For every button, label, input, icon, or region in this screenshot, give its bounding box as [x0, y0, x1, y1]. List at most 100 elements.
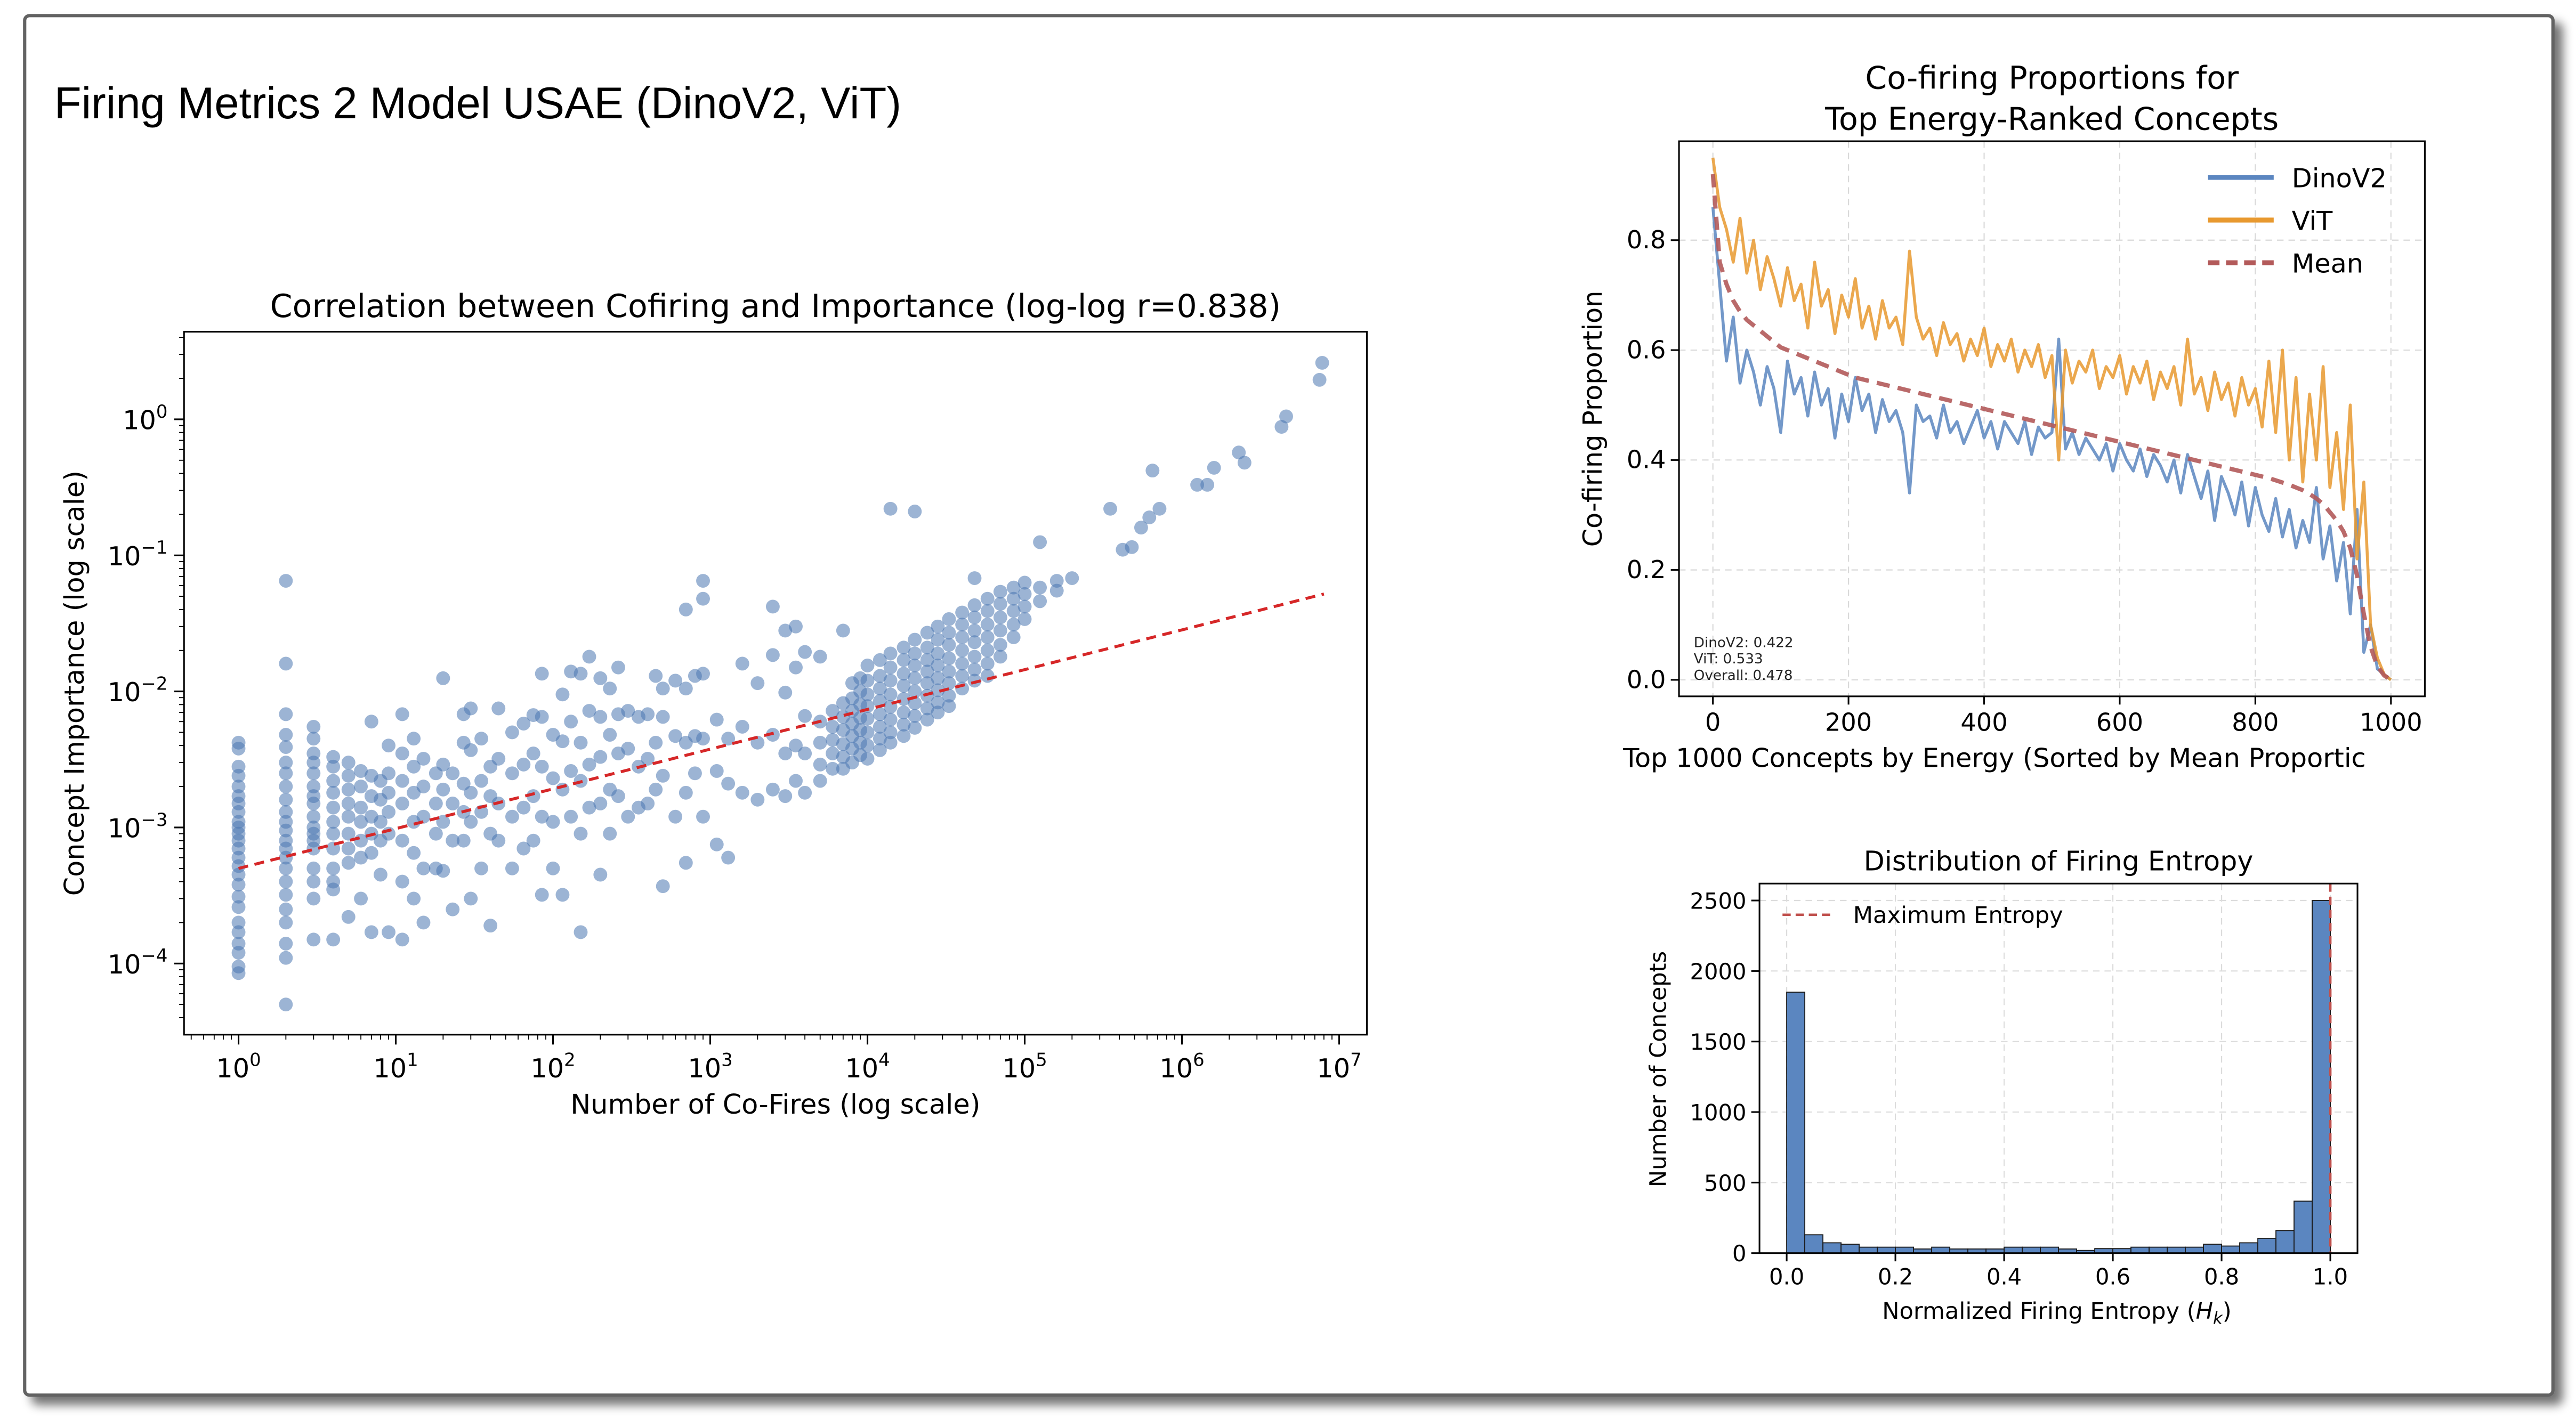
scatter-point — [474, 774, 488, 788]
scatter-point — [860, 739, 875, 753]
scatter-point — [564, 715, 578, 729]
scatter-point — [942, 676, 956, 691]
scatter-point — [883, 712, 898, 727]
scatter-point — [546, 815, 560, 829]
entropy-xlabel-math: H — [2196, 1298, 2213, 1325]
scatter-point — [436, 782, 450, 797]
scatter-point — [231, 900, 246, 914]
scatter-xtick-label: 105 — [1002, 1049, 1047, 1084]
slide-title: Firing Metrics 2 Model USAE (DinoV2, ViT… — [54, 78, 901, 128]
entropy-ytick-label: 0 — [1732, 1240, 1746, 1267]
scatter-point — [765, 648, 780, 662]
scatter-point — [920, 712, 934, 727]
legend-label-vit: ViT — [2292, 206, 2333, 237]
scatter-point — [555, 734, 570, 749]
cofiring-series-vit — [1711, 157, 2392, 681]
scatter-point — [873, 743, 887, 757]
scatter-point — [778, 623, 793, 638]
scatter-point — [873, 669, 887, 683]
scatter-point — [798, 747, 812, 760]
scatter-point — [668, 729, 683, 743]
scatter-point — [535, 809, 549, 824]
scatter-point — [1006, 604, 1021, 618]
cofiring-series-mean — [1710, 174, 2392, 682]
scatter-point — [955, 605, 970, 620]
scatter-point — [464, 743, 478, 757]
scatter-point — [436, 757, 450, 772]
entropy-ytick-label: 1000 — [1690, 1099, 1747, 1125]
scatter-point — [382, 766, 395, 781]
entropy-ytick-label: 2000 — [1690, 959, 1747, 985]
scatter-point — [908, 505, 922, 518]
scatter-point — [491, 833, 506, 848]
scatter-point — [326, 774, 341, 788]
scatter-point — [813, 757, 827, 772]
scatter-point — [582, 757, 596, 772]
scatter-point — [942, 688, 956, 703]
scatter-point — [980, 643, 995, 658]
cofiring-ytick-label: 0.6 — [1627, 335, 1666, 364]
scatter-point — [967, 635, 982, 650]
scatter-point — [416, 915, 431, 930]
scatter-point — [354, 764, 368, 778]
scatter-point — [931, 683, 945, 697]
scatter-point — [813, 735, 827, 750]
entropy-bar — [2130, 1246, 2150, 1254]
scatter-point — [364, 846, 378, 860]
scatter-point — [798, 709, 812, 723]
scatter-point — [341, 856, 356, 870]
entropy-bar — [2040, 1246, 2060, 1254]
scatter-point — [231, 946, 246, 960]
cofiring-ytick-label: 0.8 — [1627, 225, 1666, 254]
scatter-point — [750, 676, 765, 691]
scatter-point — [326, 785, 341, 800]
scatter-point — [516, 757, 531, 772]
scatter-point — [516, 800, 531, 815]
scatter-point — [721, 776, 736, 791]
scatter-point — [908, 632, 922, 647]
scatter-point — [231, 878, 246, 892]
entropy-legend: Maximum Entropy — [1782, 902, 2063, 929]
scatter-point — [897, 717, 911, 732]
scatter-point — [279, 937, 293, 951]
entropy-xtick-label: 0.6 — [2095, 1263, 2130, 1289]
scatter-point — [931, 632, 945, 647]
scatter-point — [735, 785, 749, 800]
scatter-point — [279, 728, 293, 742]
entropy-bar — [1931, 1246, 1951, 1254]
cofiring-ytick-label: 0.0 — [1627, 665, 1666, 694]
scatter-point — [621, 704, 635, 718]
scatter-point — [593, 671, 608, 685]
scatter-point — [920, 676, 934, 691]
scatter-point — [306, 861, 321, 875]
scatter-point — [279, 823, 293, 838]
scatter-point — [456, 833, 471, 848]
scatter-point — [942, 699, 956, 713]
scatter-point — [505, 725, 519, 740]
scatter-point — [967, 598, 982, 612]
scatter-point — [354, 800, 368, 815]
scatter-ytick-label: 10−3 — [108, 809, 168, 844]
scatter-point — [326, 826, 341, 841]
scatter-point — [306, 932, 321, 947]
scatter-point — [931, 619, 945, 634]
scatter-point — [641, 752, 655, 766]
scatter-point — [231, 768, 246, 783]
scatter-point — [326, 882, 341, 897]
scatter-point — [526, 833, 540, 848]
scatter-point — [735, 719, 749, 734]
scatter-point — [395, 833, 409, 848]
scatter-point — [668, 809, 683, 824]
scatter-point — [721, 850, 736, 865]
scatter-point — [231, 867, 246, 882]
scatter-point — [679, 681, 693, 696]
scatter-point — [826, 761, 840, 776]
scatter-point — [897, 640, 911, 655]
cofiring-xlabel: Top 1000 Concepts by Energy (Sorted by M… — [1622, 742, 2365, 773]
scatter-point — [826, 747, 840, 760]
scatter-point — [382, 739, 395, 753]
entropy-ytick-label: 2500 — [1690, 888, 1747, 914]
scatter-point — [908, 684, 922, 699]
scatter-point — [696, 591, 710, 606]
scatter-point — [1018, 599, 1032, 614]
